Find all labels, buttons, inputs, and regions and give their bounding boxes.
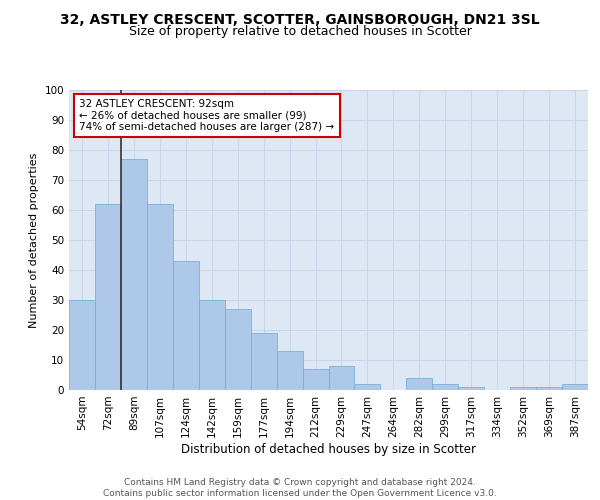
Bar	[406, 378, 432, 390]
Bar	[251, 333, 277, 390]
Bar	[536, 387, 562, 390]
Bar	[510, 387, 536, 390]
Text: Contains HM Land Registry data © Crown copyright and database right 2024.
Contai: Contains HM Land Registry data © Crown c…	[103, 478, 497, 498]
Text: 32, ASTLEY CRESCENT, SCOTTER, GAINSBOROUGH, DN21 3SL: 32, ASTLEY CRESCENT, SCOTTER, GAINSBOROU…	[60, 12, 540, 26]
Bar	[199, 300, 224, 390]
Bar	[302, 369, 329, 390]
Bar	[329, 366, 355, 390]
Y-axis label: Number of detached properties: Number of detached properties	[29, 152, 39, 328]
Text: 32 ASTLEY CRESCENT: 92sqm
← 26% of detached houses are smaller (99)
74% of semi-: 32 ASTLEY CRESCENT: 92sqm ← 26% of detac…	[79, 99, 335, 132]
Bar	[433, 384, 458, 390]
Bar	[95, 204, 121, 390]
Bar	[173, 261, 199, 390]
Bar	[147, 204, 173, 390]
Bar	[355, 384, 380, 390]
Text: Size of property relative to detached houses in Scotter: Size of property relative to detached ho…	[128, 25, 472, 38]
Bar	[69, 300, 95, 390]
Bar	[562, 384, 588, 390]
Bar	[458, 387, 484, 390]
X-axis label: Distribution of detached houses by size in Scotter: Distribution of detached houses by size …	[181, 442, 476, 456]
Bar	[277, 351, 302, 390]
Bar	[121, 159, 147, 390]
Bar	[225, 309, 251, 390]
